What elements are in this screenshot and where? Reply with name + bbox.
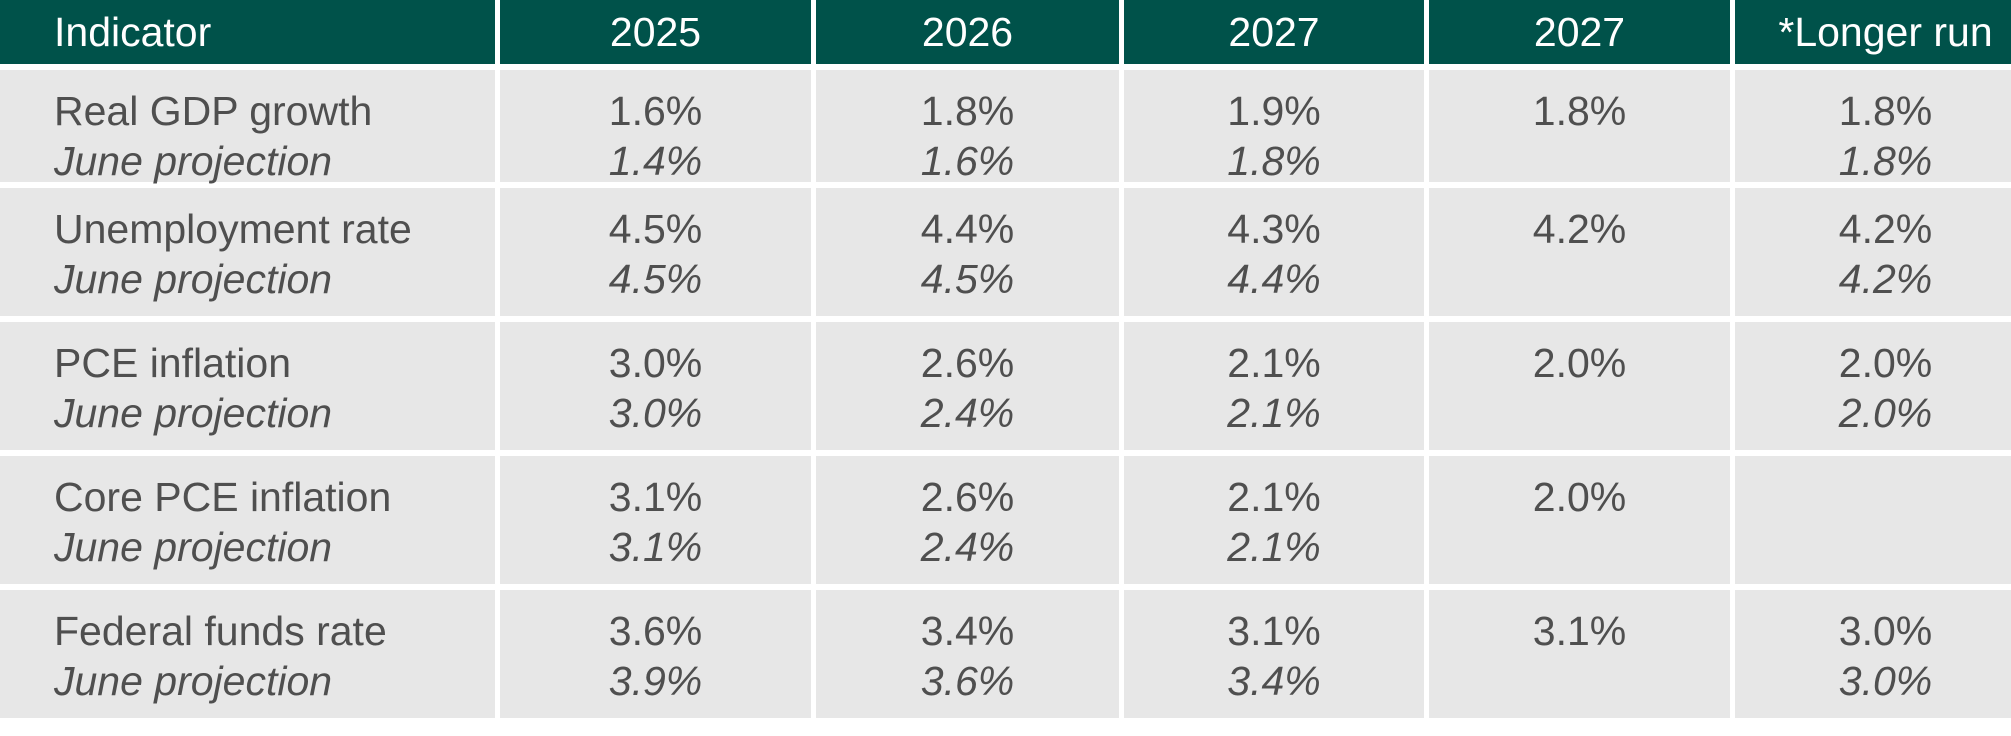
june-value: 2.4% (920, 390, 1015, 436)
current-value: 2.0% (1532, 340, 1627, 386)
june-projection-label: June projection (54, 658, 333, 704)
june-value: 1.8% (1227, 138, 1321, 184)
table-cell: 4.2% (1429, 188, 1730, 316)
june-projection-label: June projection (54, 524, 333, 570)
june-value: 2.4% (920, 524, 1015, 570)
header-2025: 2025 (500, 0, 811, 64)
row-label-unemployment-rate: Unemployment rate June projection (0, 188, 495, 316)
table-cell: 2.0% (1429, 456, 1730, 584)
june-value: 1.8% (1838, 138, 1933, 184)
current-value: 4.3% (1227, 206, 1321, 252)
table-cell: 2.6% 2.4% (816, 322, 1119, 450)
table-cell: 3.1% (1429, 590, 1730, 718)
table-cell: 3.1% 3.4% (1124, 590, 1424, 718)
table-cell: 2.0% 2.0% (1735, 322, 2011, 450)
current-value: 1.8% (1532, 88, 1627, 134)
table-cell: 2.0% (1429, 322, 1730, 450)
table-cell: 4.3% 4.4% (1124, 188, 1424, 316)
header-2027: 2027 (1124, 0, 1424, 64)
current-value: 4.4% (920, 206, 1015, 252)
table-cell: 2.1% 2.1% (1124, 456, 1424, 584)
header-2026: 2026 (816, 0, 1119, 64)
row-label-real-gdp-growth: Real GDP growth June projection (0, 70, 495, 184)
june-projection-label: June projection (54, 138, 333, 184)
table-cell: 3.0% 3.0% (1735, 590, 2011, 718)
current-value: 3.6% (608, 608, 703, 654)
indicator-name: Real GDP growth (54, 88, 373, 134)
june-value: 3.1% (608, 524, 703, 570)
table-cell: 1.8% 1.6% (816, 70, 1119, 184)
table-cell: 1.6% 1.4% (500, 70, 811, 184)
current-value: 4.5% (608, 206, 703, 252)
june-value: 2.1% (1227, 524, 1321, 570)
june-value: 1.6% (920, 138, 1015, 184)
table-cell (1735, 456, 2011, 584)
table-cell: 1.8% 1.8% (1735, 70, 2011, 184)
current-value: 3.1% (1227, 608, 1321, 654)
table-cell: 3.6% 3.9% (500, 590, 811, 718)
june-value: 4.4% (1227, 256, 1321, 302)
current-value: 2.6% (920, 340, 1015, 386)
current-value: 4.2% (1532, 206, 1627, 252)
june-value: 4.5% (608, 256, 703, 302)
row-label-federal-funds-rate: Federal funds rate June projection (0, 590, 495, 718)
indicator-name: PCE inflation (54, 340, 292, 386)
table-cell: 3.1% 3.1% (500, 456, 811, 584)
row-label-pce-inflation: PCE inflation June projection (0, 322, 495, 450)
june-value: 3.4% (1227, 658, 1321, 704)
header-indicator: Indicator (0, 0, 495, 64)
current-value: 4.2% (1838, 206, 1933, 252)
june-value: 2.0% (1838, 390, 1933, 436)
current-value: 1.6% (608, 88, 703, 134)
june-value: 2.1% (1227, 390, 1321, 436)
table-cell: 4.5% 4.5% (500, 188, 811, 316)
current-value: 3.1% (1532, 608, 1627, 654)
table-cell: 2.1% 2.1% (1124, 322, 1424, 450)
current-value: 1.9% (1227, 88, 1321, 134)
current-value: 3.1% (608, 474, 703, 520)
current-value: 2.1% (1227, 340, 1321, 386)
current-value: 3.0% (608, 340, 703, 386)
june-value: 3.6% (920, 658, 1015, 704)
june-value: 3.0% (608, 390, 703, 436)
june-projection-label: June projection (54, 390, 333, 436)
row-label-core-pce-inflation: Core PCE inflation June projection (0, 456, 495, 584)
june-value: 4.2% (1838, 256, 1933, 302)
header-longer-run: *Longer run (1735, 0, 2011, 64)
indicator-name: Federal funds rate (54, 608, 387, 654)
current-value: 2.0% (1532, 474, 1627, 520)
current-value: 3.4% (920, 608, 1015, 654)
current-value: 2.6% (920, 474, 1015, 520)
june-value: 1.4% (608, 138, 703, 184)
current-value: 1.8% (920, 88, 1015, 134)
table-cell: 1.8% (1429, 70, 1730, 182)
indicator-name: Core PCE inflation (54, 474, 392, 520)
current-value: 2.0% (1838, 340, 1933, 386)
current-value: 1.8% (1838, 88, 1933, 134)
table-cell: 3.0% 3.0% (500, 322, 811, 450)
table-cell: 3.4% 3.6% (816, 590, 1119, 718)
header-2027-second: 2027 (1429, 0, 1730, 64)
table-cell: 2.6% 2.4% (816, 456, 1119, 584)
table-cell: 1.9% 1.8% (1124, 70, 1424, 184)
june-value: 3.9% (608, 658, 703, 704)
current-value: 3.0% (1838, 608, 1933, 654)
june-projection-label: June projection (54, 256, 333, 302)
june-value: 3.0% (1838, 658, 1933, 704)
current-value: 2.1% (1227, 474, 1321, 520)
june-value: 4.5% (920, 256, 1015, 302)
table-cell: 4.2% 4.2% (1735, 188, 2011, 316)
indicator-name: Unemployment rate (54, 206, 412, 252)
table-cell: 4.4% 4.5% (816, 188, 1119, 316)
